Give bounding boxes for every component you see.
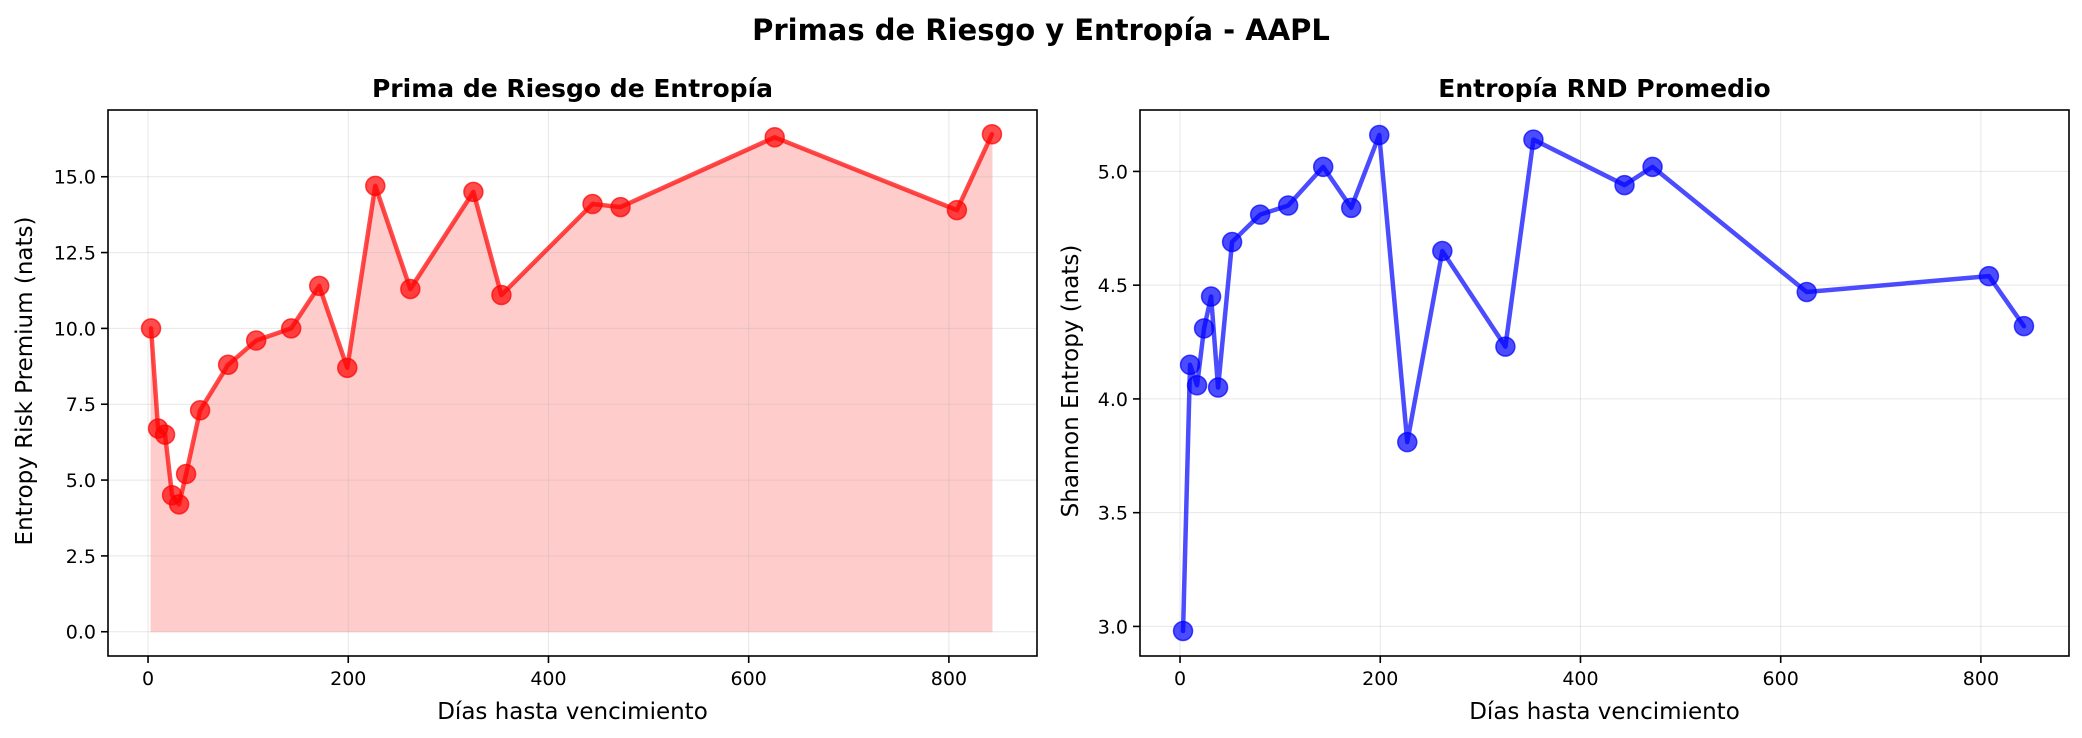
x-tick-label: 600 <box>731 668 767 690</box>
plot-area: 0 200 400 600 800 3.0 3.5 4.0 4.5 5.0 <box>1098 109 2070 690</box>
y-tick-label: 5.0 <box>1098 161 1128 183</box>
y-tick-label: 5.0 <box>66 470 96 492</box>
data-point <box>140 318 162 339</box>
y-tick-label: 4.0 <box>1098 389 1128 411</box>
chart-title: Entropía RND Promedio <box>1438 74 1770 103</box>
data-point <box>1172 620 1194 642</box>
data-point <box>337 357 358 379</box>
data-point <box>764 127 785 148</box>
data-point <box>175 463 197 485</box>
y-tick-label: 3.0 <box>1098 616 1128 638</box>
y-tick-label: 12.5 <box>54 243 96 265</box>
data-point <box>1978 265 2000 287</box>
data-point <box>1207 377 1229 398</box>
data-point <box>1523 129 1544 150</box>
x-tick-label: 200 <box>1362 668 1398 690</box>
axes-frame <box>107 109 1038 657</box>
data-point <box>463 181 484 203</box>
area-fill <box>150 134 993 633</box>
data-point <box>1186 375 1208 396</box>
data-point <box>217 354 239 376</box>
data-point <box>1193 318 1215 339</box>
y-tick-label: 15.0 <box>54 167 96 189</box>
y-axis-label: Entropy Risk Premium (nats) <box>12 217 38 546</box>
data-point <box>610 196 631 218</box>
x-tick-label: 800 <box>1963 668 1999 690</box>
data-point <box>1179 354 1201 376</box>
data-point <box>1312 156 1334 178</box>
y-tick-label: 3.5 <box>1098 503 1128 525</box>
x-tick-label: 0 <box>1174 668 1186 690</box>
data-point <box>1642 156 1663 178</box>
figure-title: Primas de Riesgo y Entropía - AAPL <box>752 13 1330 47</box>
data-point <box>1340 197 1362 219</box>
data-point <box>1249 204 1271 225</box>
data-point <box>1495 336 1516 357</box>
data-point <box>400 278 421 300</box>
x-tick-label: 600 <box>1763 668 1799 690</box>
data-point <box>245 330 267 351</box>
x-axis-label: Días hasta vencimiento <box>437 699 708 725</box>
x-tick-label: 400 <box>1562 668 1598 690</box>
x-tick-label: 800 <box>931 668 967 690</box>
chart-entropy-risk-premium: 0 200 400 600 800 0.0 2.5 5.0 7.5 10.0 12.5 15.0 Pr… <box>12 74 1038 725</box>
data-point <box>1614 174 1635 196</box>
x-tick-label: 400 <box>530 668 566 690</box>
data-point <box>1277 195 1299 216</box>
y-tick-label: 10.0 <box>54 318 96 340</box>
chart-shannon-entropy: 0 200 400 600 800 3.0 3.5 4.0 4.5 5.0 Entropía RN… <box>1058 74 2070 725</box>
data-point <box>491 284 512 306</box>
y-tick-label: 7.5 <box>66 394 96 416</box>
data-point <box>154 424 176 445</box>
data-point <box>365 175 386 197</box>
y-tick-label: 4.5 <box>1098 275 1128 297</box>
data-point <box>308 275 330 297</box>
data-point <box>280 318 302 339</box>
data-point <box>946 199 968 221</box>
data-point <box>582 193 603 215</box>
data-point <box>2013 315 2035 337</box>
x-tick-label: 200 <box>330 668 366 690</box>
x-tick-label: 0 <box>142 668 154 690</box>
y-axis-label: Shannon Entropy (nats) <box>1058 245 1084 518</box>
series-line <box>1180 132 2027 634</box>
plot-area: 0 200 400 600 800 0.0 2.5 5.0 7.5 10.0 12.5 15.0 <box>54 109 1038 690</box>
data-point <box>1221 231 1243 253</box>
x-axis-label: Días hasta vencimiento <box>1469 699 1740 725</box>
y-tick-label: 2.5 <box>66 546 96 568</box>
data-point <box>1432 240 1453 262</box>
data-point <box>981 124 1003 145</box>
data-point <box>1369 124 1390 146</box>
data-point <box>189 400 211 421</box>
data-point <box>1796 281 1817 303</box>
data-point <box>1397 431 1418 453</box>
y-tick-label: 0.0 <box>66 622 96 644</box>
data-point <box>168 494 190 515</box>
chart-title: Prima de Riesgo de Entropía <box>372 74 773 103</box>
data-point <box>1200 286 1222 307</box>
axes-frame <box>1139 109 2070 657</box>
